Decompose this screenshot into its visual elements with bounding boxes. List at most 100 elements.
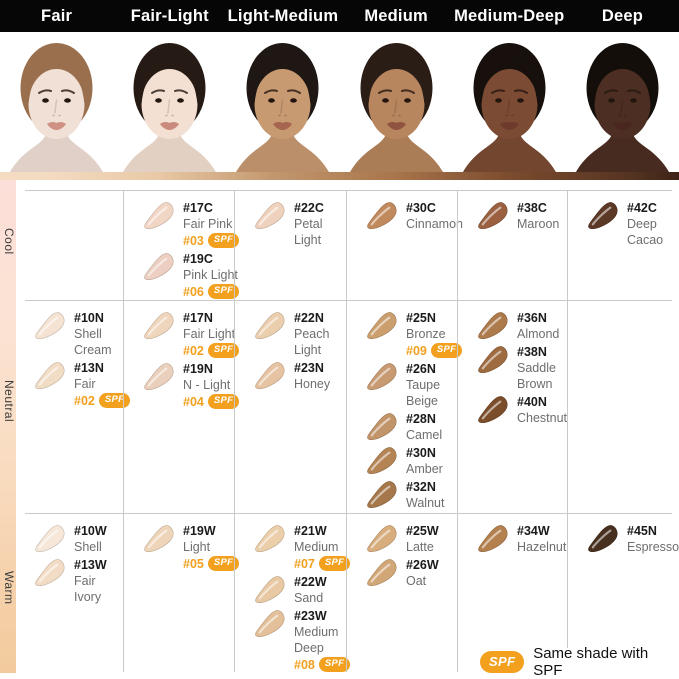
shade-name: Fair Light — [183, 327, 236, 341]
spf-badge: SPF — [318, 657, 351, 672]
shade-code: #40N — [517, 395, 547, 409]
shade-name: Cinnamon — [406, 217, 463, 231]
shade-text: #36N Almond — [517, 310, 567, 342]
shade-swatch — [255, 202, 285, 229]
shade-entry: #42C Deep Cacao — [585, 200, 672, 248]
shade-name: Oat — [406, 574, 427, 588]
shade-text: #17N Fair Light #02 SPF — [183, 310, 240, 359]
shade-text: #25W Latte — [406, 523, 457, 555]
shade-code: #42C — [627, 201, 657, 215]
shade-swatch — [35, 312, 65, 339]
shade-spf-line: #05 SPF — [183, 555, 240, 572]
shade-entry: #13N Fair #02 SPF — [32, 360, 131, 409]
spf-badge: SPF — [480, 651, 525, 673]
shade-code: #22C — [294, 201, 324, 215]
shade-name: N - Light — [183, 378, 231, 392]
cell-neutral-fair-light: #17N Fair Light #02 SPF #19N N - Light #04 SPF — [123, 301, 240, 513]
shade-code: #28N — [406, 412, 436, 426]
shade-entry: #40N Chestnut — [475, 394, 567, 426]
shade-row-cool: #17C Fair Pink #03 SPF #19C Pink Light #06 SPF #… — [25, 190, 672, 300]
cell-neutral-deep — [567, 301, 672, 513]
shade-text: #19W Light #05 SPF — [183, 523, 240, 572]
shade-entry: #45N Espresso — [585, 523, 679, 555]
shade-name: Shell Cream — [74, 327, 112, 357]
cell-neutral-medium-deep: #36N Almond #38N Saddle Brown #40N Chestnut — [457, 301, 567, 513]
shade-entry: #28N Camel — [364, 411, 457, 443]
shade-name: Fair Ivory — [74, 574, 102, 604]
shade-entry: #23N Honey — [252, 360, 346, 392]
shade-code: #10N — [74, 311, 104, 325]
shade-code: #23N — [294, 361, 324, 375]
shade-code: #30N — [406, 446, 436, 460]
shade-entry: #23W Medium Deep #08 SPF — [252, 608, 351, 673]
shade-spf-number: #04 — [183, 394, 204, 409]
shade-entry: #10N Shell Cream — [32, 310, 123, 358]
cell-warm-fair-light: #19W Light #05 SPF — [123, 514, 240, 672]
shade-entry: #26W Oat — [364, 557, 457, 589]
shade-spf-line: #08 SPF — [294, 656, 351, 673]
undertone-label-cool: Cool — [2, 228, 16, 255]
cell-neutral-medium: #25N Bronze #09 SPF #26N Taupe Beige #28N Camel… — [346, 301, 463, 513]
shade-text: #25N Bronze #09 SPF — [406, 310, 463, 359]
shade-swatch — [367, 559, 397, 586]
shade-code: #38N — [517, 345, 547, 359]
header-label-light-medium: Light-Medium — [227, 6, 339, 25]
shade-entry: #36N Almond — [475, 310, 567, 342]
shade-entry: #10W Shell — [32, 523, 123, 555]
shade-entry: #19C Pink Light #06 SPF — [141, 251, 240, 300]
shade-swatch — [255, 525, 285, 552]
shade-spf-number: #02 — [74, 393, 95, 408]
tone-header: Fair Fair-Light Light-Medium Medium Medium-D… — [0, 0, 679, 32]
spf-badge: SPF — [318, 556, 351, 571]
shade-text: #19N N - Light #04 SPF — [183, 361, 240, 410]
cell-warm-deep: #45N Espresso — [567, 514, 679, 672]
header-label-fair-light: Fair-Light — [130, 6, 209, 25]
shade-code: #38C — [517, 201, 547, 215]
shade-text: #30N Amber — [406, 445, 457, 477]
model-face-illustration — [349, 43, 443, 172]
shade-code: #34W — [517, 524, 550, 538]
shade-name: Fair — [74, 377, 96, 391]
shade-entry: #22W Sand — [252, 574, 346, 606]
model-face-fair — [0, 32, 113, 172]
shade-swatch — [255, 362, 285, 389]
shade-name: Taupe Beige — [406, 378, 441, 408]
shade-swatch — [144, 363, 174, 390]
shade-swatch — [35, 525, 65, 552]
model-face-fair-light — [113, 32, 226, 172]
shade-text: #13W Fair Ivory — [74, 557, 123, 605]
shade-text: #21W Medium #07 SPF — [294, 523, 351, 572]
shade-text: #42C Deep Cacao — [627, 200, 672, 248]
shade-code: #19N — [183, 362, 213, 376]
shade-swatch — [478, 312, 508, 339]
spf-legend: SPF Same shade with SPF — [476, 645, 679, 679]
shade-name: Maroon — [517, 217, 560, 231]
shade-spf-line: #02 SPF — [74, 392, 131, 409]
cell-cool-light-medium: #22C Petal Light — [234, 191, 346, 300]
shade-spf-number: #08 — [294, 657, 315, 672]
shade-spf-line: #04 SPF — [183, 393, 240, 410]
cell-cool-deep: #42C Deep Cacao — [567, 191, 672, 300]
shade-entry: #38N Saddle Brown — [475, 344, 567, 392]
shade-spf-number: #09 — [406, 343, 427, 358]
shade-entry: #17C Fair Pink #03 SPF — [141, 200, 240, 249]
shade-spf-line: #06 SPF — [183, 283, 240, 300]
shade-code: #32N — [406, 480, 436, 494]
model-face-medium-deep — [453, 32, 566, 172]
shade-entry: #25W Latte — [364, 523, 457, 555]
cell-neutral-fair: #10N Shell Cream #13N Fair #02 SPF — [25, 301, 131, 513]
shade-entry: #38C Maroon — [475, 200, 567, 232]
spf-legend-text: Same shade with SPF — [533, 645, 649, 679]
shade-text: #34W Hazelnut — [517, 523, 567, 555]
shade-spf-number: #05 — [183, 556, 204, 571]
shade-name: Chestnut — [517, 411, 568, 425]
shade-code: #17N — [183, 311, 213, 325]
shade-code: #26W — [406, 558, 439, 572]
shade-text: #26W Oat — [406, 557, 457, 589]
shade-text: #22N Peach Light — [294, 310, 346, 358]
shade-entry: #19W Light #05 SPF — [141, 523, 240, 572]
shade-swatch — [144, 253, 174, 280]
shade-text: #23W Medium Deep #08 SPF — [294, 608, 351, 673]
spf-badge: SPF — [207, 556, 240, 571]
header-label-medium-deep: Medium-Deep — [454, 6, 565, 25]
